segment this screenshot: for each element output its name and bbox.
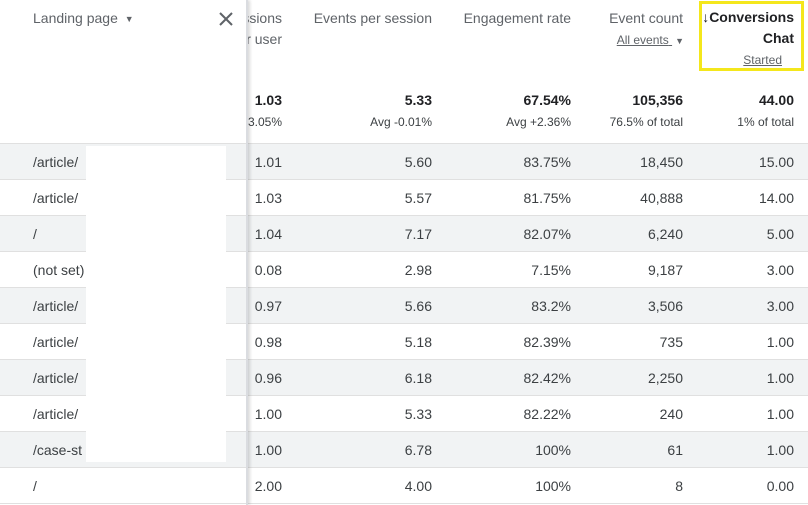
landing-page-cell[interactable]: (not set) bbox=[33, 262, 85, 278]
cell-engagement-rate: 100% bbox=[535, 442, 571, 458]
total-engagement-rate: 67.54% bbox=[523, 92, 571, 108]
cell-event-count: 40,888 bbox=[640, 190, 683, 206]
landing-page-cell[interactable]: /article/ bbox=[33, 370, 79, 386]
cell-sessions-per-user: 1.00 bbox=[254, 442, 282, 458]
cell-engagement-rate: 82.22% bbox=[523, 406, 571, 422]
cell-engagement-rate: 7.15% bbox=[531, 262, 571, 278]
cell-engagement-rate: 83.2% bbox=[531, 298, 571, 314]
cell-event-count: 240 bbox=[659, 406, 683, 422]
cell-engagement-rate: 100% bbox=[535, 478, 571, 494]
col-header-conversions[interactable]: ↓Conversions bbox=[702, 9, 794, 25]
cell-events-per-session: 6.18 bbox=[404, 370, 432, 386]
landing-page-cell[interactable]: / bbox=[33, 478, 37, 494]
cell-events-per-session: 5.33 bbox=[404, 406, 432, 422]
cell-event-count: 8 bbox=[675, 478, 683, 494]
cell-engagement-rate: 82.42% bbox=[523, 370, 571, 386]
cell-sessions-per-user: 0.08 bbox=[254, 262, 282, 278]
conversions-label: Conversions bbox=[709, 9, 794, 25]
col-header-events-per-session[interactable]: Events per session bbox=[313, 10, 432, 26]
cell-events-per-session: 5.18 bbox=[404, 334, 432, 350]
cell-sessions-per-user: 1.00 bbox=[254, 406, 282, 422]
dimension-panel: Landing page ▼ /article/ /article/ / (no… bbox=[0, 0, 248, 505]
cell-events-per-session: 5.66 bbox=[404, 298, 432, 314]
cell-conversions: 1.00 bbox=[766, 334, 794, 350]
landing-page-cell[interactable]: /article/ bbox=[33, 190, 79, 206]
conversion-event-link[interactable]: Started bbox=[743, 53, 782, 67]
total-events-per-session: 5.33 bbox=[404, 92, 432, 108]
landing-page-cell[interactable]: /article/ bbox=[33, 154, 79, 170]
total-conversions: 44.00 bbox=[758, 92, 794, 108]
caret-down-icon: ▼ bbox=[675, 36, 684, 46]
col-header-engagement-rate[interactable]: Engagement rate bbox=[463, 10, 571, 26]
total-event-count: 105,356 bbox=[632, 92, 683, 108]
redaction-block bbox=[86, 146, 226, 462]
close-icon[interactable] bbox=[216, 9, 236, 29]
total-events-per-session-avg: Avg -0.01% bbox=[370, 115, 432, 129]
cell-event-count: 61 bbox=[667, 442, 683, 458]
cell-event-count: 6,240 bbox=[647, 226, 683, 242]
cell-conversions: 3.00 bbox=[766, 298, 794, 314]
cell-conversions: 5.00 bbox=[766, 226, 794, 242]
col-header-conversions-event: Chat bbox=[762, 30, 794, 46]
landing-page-cell[interactable]: /article/ bbox=[33, 334, 79, 350]
total-sessions-per-user: 1.03 bbox=[254, 92, 282, 108]
arrow-down-icon: ↓ bbox=[702, 9, 710, 25]
cell-engagement-rate: 82.07% bbox=[523, 226, 571, 242]
cell-sessions-per-user: 0.96 bbox=[254, 370, 282, 386]
cell-events-per-session: 5.60 bbox=[404, 154, 432, 170]
cell-conversions: 1.00 bbox=[766, 406, 794, 422]
cell-engagement-rate: 81.75% bbox=[523, 190, 571, 206]
cell-conversions: 3.00 bbox=[766, 262, 794, 278]
col-header-sessions-sub: r user bbox=[246, 31, 282, 47]
total-conversions-share: 1% of total bbox=[737, 115, 794, 129]
caret-down-icon: ▼ bbox=[124, 14, 134, 24]
cell-conversions: 15.00 bbox=[758, 154, 794, 170]
total-sessions-per-user-change: +3.05% bbox=[240, 115, 282, 129]
cell-events-per-session: 4.00 bbox=[404, 478, 432, 494]
col-header-sessions[interactable]: ssions bbox=[242, 10, 282, 26]
col-header-event-count[interactable]: Event count bbox=[609, 10, 683, 26]
landing-page-cell[interactable]: /case-st bbox=[33, 442, 83, 458]
cell-engagement-rate: 83.75% bbox=[523, 154, 571, 170]
landing-page-cell[interactable]: /article/ bbox=[33, 298, 79, 314]
cell-engagement-rate: 82.39% bbox=[523, 334, 571, 350]
event-filter-dropdown[interactable]: All events ▼ bbox=[617, 33, 684, 47]
cell-event-count: 18,450 bbox=[640, 154, 683, 170]
cell-event-count: 2,250 bbox=[647, 370, 683, 386]
dimension-dropdown[interactable]: Landing page ▼ bbox=[33, 10, 134, 26]
table-row[interactable]: / 2.00 4.00 100% 8 0.00 bbox=[0, 467, 808, 504]
panel-row: / bbox=[0, 467, 246, 504]
cell-events-per-session: 7.17 bbox=[404, 226, 432, 242]
cell-sessions-per-user: 0.97 bbox=[254, 298, 282, 314]
cell-conversions: 0.00 bbox=[766, 478, 794, 494]
dimension-label: Landing page bbox=[33, 10, 118, 26]
cell-events-per-session: 5.57 bbox=[404, 190, 432, 206]
cell-events-per-session: 6.78 bbox=[404, 442, 432, 458]
cell-conversions: 1.00 bbox=[766, 442, 794, 458]
cell-sessions-per-user: 1.03 bbox=[254, 190, 282, 206]
cell-events-per-session: 2.98 bbox=[404, 262, 432, 278]
cell-event-count: 735 bbox=[659, 334, 683, 350]
total-event-count-share: 76.5% of total bbox=[609, 115, 683, 129]
cell-sessions-per-user: 2.00 bbox=[254, 478, 282, 494]
cell-event-count: 3,506 bbox=[647, 298, 683, 314]
cell-conversions: 1.00 bbox=[766, 370, 794, 386]
cell-sessions-per-user: 1.04 bbox=[254, 226, 282, 242]
total-engagement-rate-avg: Avg +2.36% bbox=[506, 115, 571, 129]
landing-page-cell[interactable]: /article/ bbox=[33, 406, 79, 422]
event-filter-label: All events bbox=[616, 33, 669, 47]
cell-conversions: 14.00 bbox=[758, 190, 794, 206]
cell-sessions-per-user: 1.01 bbox=[254, 154, 282, 170]
highlight-box bbox=[699, 1, 804, 71]
cell-sessions-per-user: 0.98 bbox=[254, 334, 282, 350]
cell-event-count: 9,187 bbox=[647, 262, 683, 278]
landing-page-cell[interactable]: / bbox=[33, 226, 37, 242]
